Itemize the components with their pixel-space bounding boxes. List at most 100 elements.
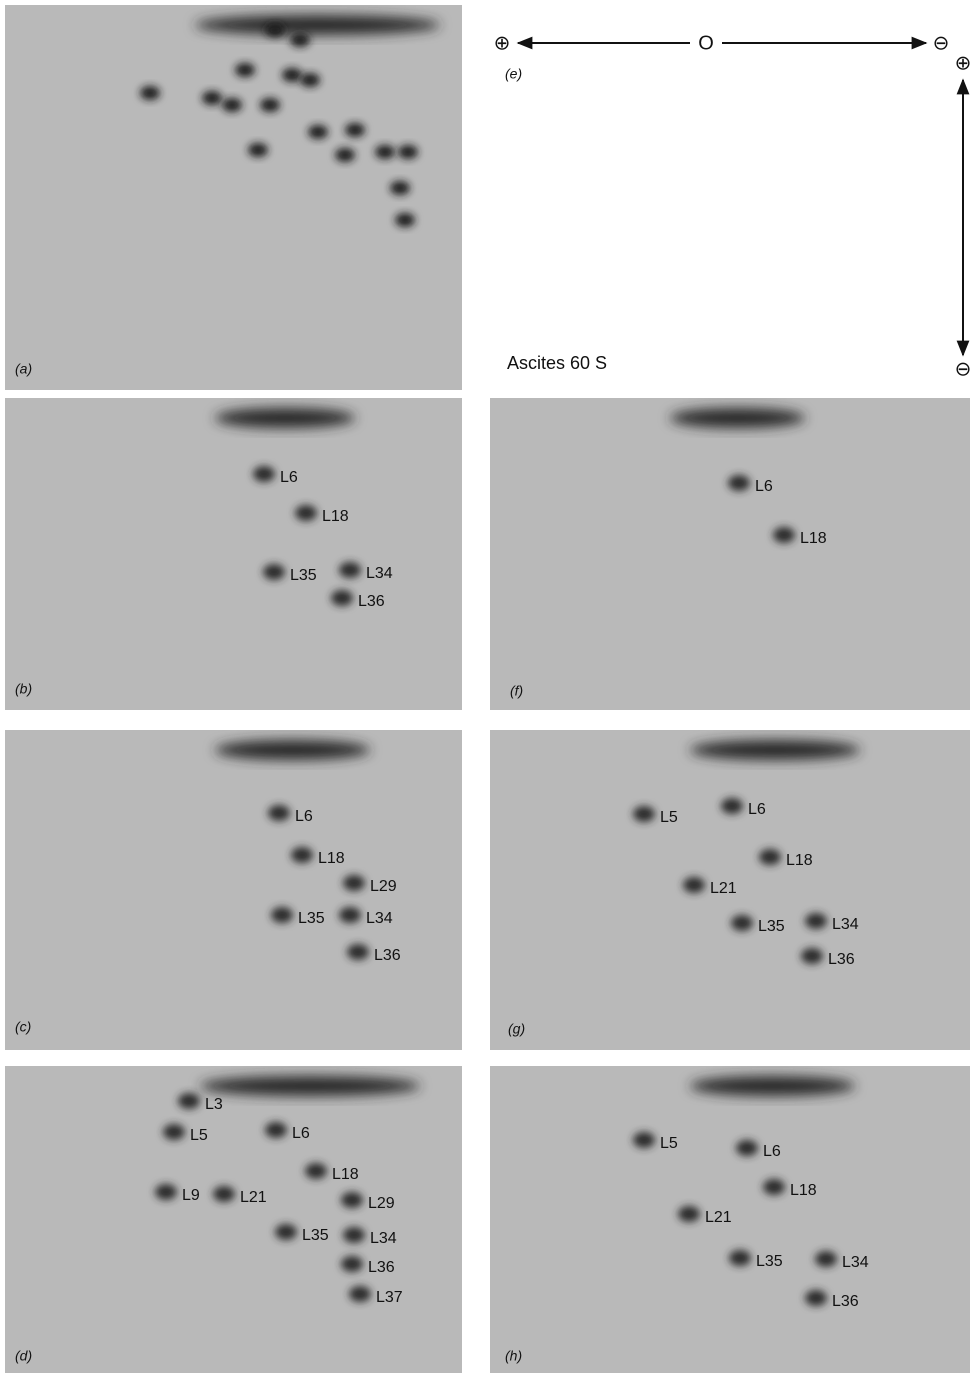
spot xyxy=(773,527,795,543)
spot xyxy=(275,1224,297,1240)
spot-label: L36 xyxy=(358,593,385,610)
spot xyxy=(248,143,268,157)
spot xyxy=(260,98,280,112)
plus-symbol: ⊕ xyxy=(955,52,972,74)
spot xyxy=(253,466,275,482)
panel-letter: (h) xyxy=(505,1348,522,1364)
spot xyxy=(398,145,418,159)
panel-letter: (e) xyxy=(505,66,522,82)
panel-letter: (c) xyxy=(15,1019,31,1035)
spot-label: L36 xyxy=(374,947,401,964)
spot-label: L36 xyxy=(368,1259,395,1276)
spot xyxy=(731,915,753,931)
panel-letter: (g) xyxy=(508,1021,525,1037)
spot-label: L3 xyxy=(205,1096,223,1113)
panel: L6 L18 L29 L35 L34 L36 (c) xyxy=(5,730,462,1050)
spot xyxy=(263,564,285,580)
origin-streak xyxy=(670,408,805,428)
spot xyxy=(728,475,750,491)
spot-label: L18 xyxy=(322,508,349,525)
spot-label: L18 xyxy=(786,852,813,869)
spot xyxy=(633,1132,655,1148)
spot-label: L29 xyxy=(370,878,397,895)
spot xyxy=(805,1290,827,1306)
spot xyxy=(683,877,705,893)
spot-label: L35 xyxy=(298,910,325,927)
panel-letter: (f) xyxy=(510,683,523,699)
spot-label: L9 xyxy=(182,1187,200,1204)
panel-background xyxy=(490,398,970,710)
spot xyxy=(347,944,369,960)
panel-background xyxy=(5,398,462,710)
origin-streak xyxy=(215,408,355,428)
spot-label: L21 xyxy=(705,1209,732,1226)
spot xyxy=(801,948,823,964)
spot-label: L18 xyxy=(332,1166,359,1183)
spot-label: L21 xyxy=(240,1189,267,1206)
spot xyxy=(213,1186,235,1202)
spot-label: L35 xyxy=(758,918,785,935)
spot-label: L6 xyxy=(755,478,773,495)
spot xyxy=(305,1163,327,1179)
spot xyxy=(763,1179,785,1195)
figure: ⊕ O ⊖ ⊕ ⊖ (e) Ascites 60 S (a) L6 L18 L35 L3… xyxy=(0,0,975,1373)
spot-label: L37 xyxy=(376,1289,403,1306)
spot-label: L6 xyxy=(295,808,313,825)
panel: L5L6L18L21L35L34L36(g) xyxy=(490,730,970,1050)
minus-symbol: ⊖ xyxy=(955,358,972,380)
spot xyxy=(341,1192,363,1208)
spot-label: L34 xyxy=(842,1254,869,1271)
spot xyxy=(339,562,361,578)
panel: (a) xyxy=(5,5,462,390)
spot-label: L36 xyxy=(828,951,855,968)
spot-label: L5 xyxy=(660,1135,678,1152)
spot xyxy=(375,145,395,159)
spot xyxy=(300,73,320,87)
spot xyxy=(163,1124,185,1140)
spot-label: L35 xyxy=(302,1227,329,1244)
spot xyxy=(290,33,310,47)
origin-streak xyxy=(215,740,370,760)
spot xyxy=(805,913,827,929)
panel: L6 L18 (f) xyxy=(490,398,970,710)
spot-label: L5 xyxy=(660,809,678,826)
spot xyxy=(178,1093,200,1109)
spot xyxy=(815,1251,837,1267)
spot-label: L34 xyxy=(366,565,393,582)
spot-label: L34 xyxy=(832,916,859,933)
panel-background xyxy=(5,1066,462,1373)
spot xyxy=(343,1227,365,1243)
spot-label: L34 xyxy=(366,910,393,927)
panel-e: ⊕ O ⊖ ⊕ ⊖ (e) Ascites 60 S xyxy=(494,32,972,380)
spot xyxy=(295,505,317,521)
spot xyxy=(265,1122,287,1138)
spot-label: L18 xyxy=(318,850,345,867)
plus-symbol: ⊕ xyxy=(494,32,511,54)
spot xyxy=(335,148,355,162)
spot-label: L18 xyxy=(790,1182,817,1199)
spot-label: L35 xyxy=(756,1253,783,1270)
spot xyxy=(343,875,365,891)
spot xyxy=(265,23,285,37)
spot-label: L6 xyxy=(763,1143,781,1160)
spot-label: L6 xyxy=(292,1125,310,1142)
spot xyxy=(341,1256,363,1272)
spot xyxy=(678,1206,700,1222)
spot xyxy=(759,849,781,865)
spot xyxy=(235,63,255,77)
spot xyxy=(202,91,222,105)
spot xyxy=(390,181,410,195)
minus-symbol: ⊖ xyxy=(933,32,950,54)
panel-letter: (a) xyxy=(15,361,32,377)
spot-label: L6 xyxy=(280,469,298,486)
spot-label: L18 xyxy=(800,530,827,547)
origin-streak xyxy=(690,1076,855,1096)
panel: L3L5L6L9L18L21L29L35L34L36L37(d) xyxy=(5,1066,462,1373)
panel-letter: (d) xyxy=(15,1348,32,1364)
spot xyxy=(633,806,655,822)
spot xyxy=(729,1250,751,1266)
spot xyxy=(331,590,353,606)
spot-label: L35 xyxy=(290,567,317,584)
